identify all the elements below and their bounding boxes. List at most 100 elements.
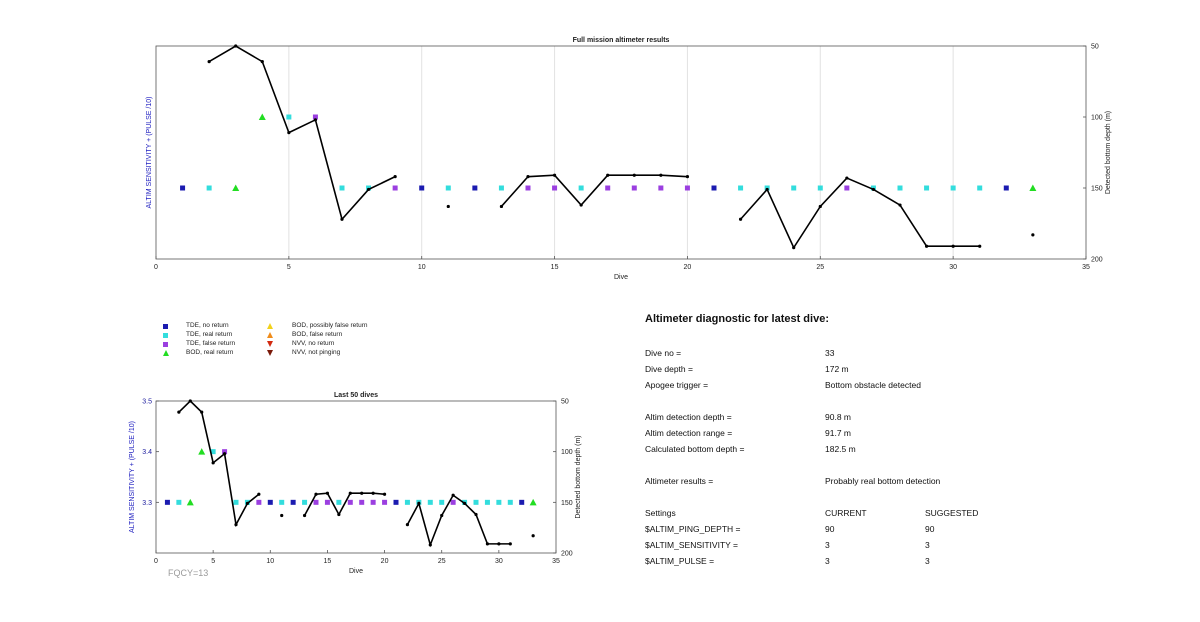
full-mission-chart: 0 5 10 15 20 25 30 35 50 100 150 200 Full mission al… [146, 37, 1112, 281]
depth-point [257, 492, 261, 496]
square-marker [392, 185, 398, 191]
x-tick-label: 25 [438, 558, 446, 565]
depth-point [313, 118, 318, 122]
y-right-tick-label: 100 [1091, 115, 1103, 122]
square-marker [302, 499, 308, 505]
depth-point [245, 501, 250, 505]
x-tick-label: 15 [551, 264, 559, 271]
legend-marker-nvv-no-return [267, 341, 273, 347]
depth-point [314, 492, 318, 496]
depth-point [632, 173, 636, 177]
x-tick-label: 0 [154, 264, 158, 271]
depth-point [440, 513, 444, 518]
depth-point [340, 217, 344, 221]
legend-label-nvv-no-return: NVV, no return [292, 340, 335, 347]
y-left-tick-label: 3.5 [142, 399, 152, 406]
square-marker [339, 185, 345, 191]
square-marker [507, 499, 513, 505]
square-marker [312, 114, 318, 120]
square-marker [605, 185, 611, 191]
legend-label-tde-real-return: TDE, real return [186, 331, 233, 338]
square-marker [359, 499, 365, 505]
square-marker [472, 185, 478, 191]
legend-label-tde-false-return: TDE, false return [186, 340, 236, 347]
depth-point [382, 492, 387, 496]
dive-depth-value: 172 m [825, 364, 849, 374]
altim-det-range-label: Altim detection range = [645, 428, 733, 438]
y-right-tick-label: 200 [1091, 257, 1103, 264]
depth-point [234, 523, 238, 527]
depth-point [765, 187, 769, 192]
square-marker [552, 185, 558, 191]
x-tick-label: 30 [949, 264, 957, 271]
square-marker [164, 499, 170, 505]
ping-depth-label: $ALTIM_PING_DEPTH = [645, 524, 741, 534]
apogee-value: Bottom obstacle detected [825, 380, 921, 390]
depth-point [1031, 233, 1035, 237]
square-marker [382, 499, 388, 505]
y-right-tick-label: 50 [1091, 44, 1099, 51]
square-marker [498, 185, 504, 191]
depth-point [177, 410, 181, 414]
x-axis-label: Dive [614, 274, 628, 281]
x-tick-label: 20 [381, 558, 389, 565]
legend-marker-nvv-not-pinging [267, 350, 273, 356]
x-tick-label: 20 [684, 264, 692, 271]
y-left-tick-label: 3.4 [142, 449, 152, 456]
square-marker [578, 185, 584, 191]
depth-point [405, 523, 410, 527]
square-marker [1003, 185, 1009, 191]
x-axis-label: Dive [349, 568, 363, 575]
square-marker [684, 185, 690, 191]
square-marker [525, 185, 531, 191]
depth-point [371, 491, 375, 495]
depth-point [606, 173, 610, 177]
square-marker [180, 185, 186, 191]
x-tick-label: 35 [1082, 264, 1090, 271]
depth-point [485, 542, 490, 546]
depth-point [446, 204, 450, 209]
depth-point [497, 542, 501, 546]
depth-point [845, 176, 849, 180]
depth-point [366, 187, 371, 192]
square-marker [290, 499, 296, 505]
sensitivity-suggested: 3 [925, 540, 930, 550]
square-marker [404, 499, 410, 505]
depth-point [348, 491, 352, 495]
triangle-marker [198, 448, 206, 455]
legend-marker-bod-real-return [163, 350, 169, 356]
y-left-tick-label: 3.3 [142, 500, 152, 507]
depth-point [280, 513, 284, 518]
depth-point [393, 175, 397, 179]
square-marker [336, 499, 342, 505]
altim-det-depth-value: 90.8 m [825, 412, 851, 422]
square-marker [711, 185, 717, 191]
legend-marker-bod-false-return [267, 332, 273, 338]
square-marker [393, 499, 399, 505]
depth-point [531, 534, 535, 538]
square-marker [313, 499, 319, 505]
legend-label-tde-no-return: TDE, no return [186, 322, 229, 329]
square-marker [370, 499, 376, 505]
triangle-marker [186, 498, 194, 506]
x-tick-label: 5 [287, 264, 291, 271]
dive-no-label: Dive no = [645, 348, 682, 358]
pulse-label: $ALTIM_PULSE = [645, 556, 715, 566]
square-marker [279, 499, 285, 505]
ping-depth-suggested: 90 [925, 524, 935, 534]
square-marker [222, 449, 228, 455]
square-marker [256, 499, 262, 505]
square-marker [445, 185, 451, 191]
depth-point [337, 512, 341, 517]
x-tick-label: 25 [816, 264, 824, 271]
legend-marker-tde-false-return [163, 342, 168, 347]
square-marker [473, 499, 479, 505]
square-marker [267, 499, 273, 505]
square-marker [233, 499, 239, 505]
depth-point [508, 542, 512, 546]
plot-frame [155, 400, 557, 554]
square-marker [658, 185, 664, 191]
y-right-axis-label: Detected bottom depth (m) [1105, 111, 1112, 194]
dive-no-value: 33 [825, 348, 835, 358]
depth-point [552, 173, 557, 177]
